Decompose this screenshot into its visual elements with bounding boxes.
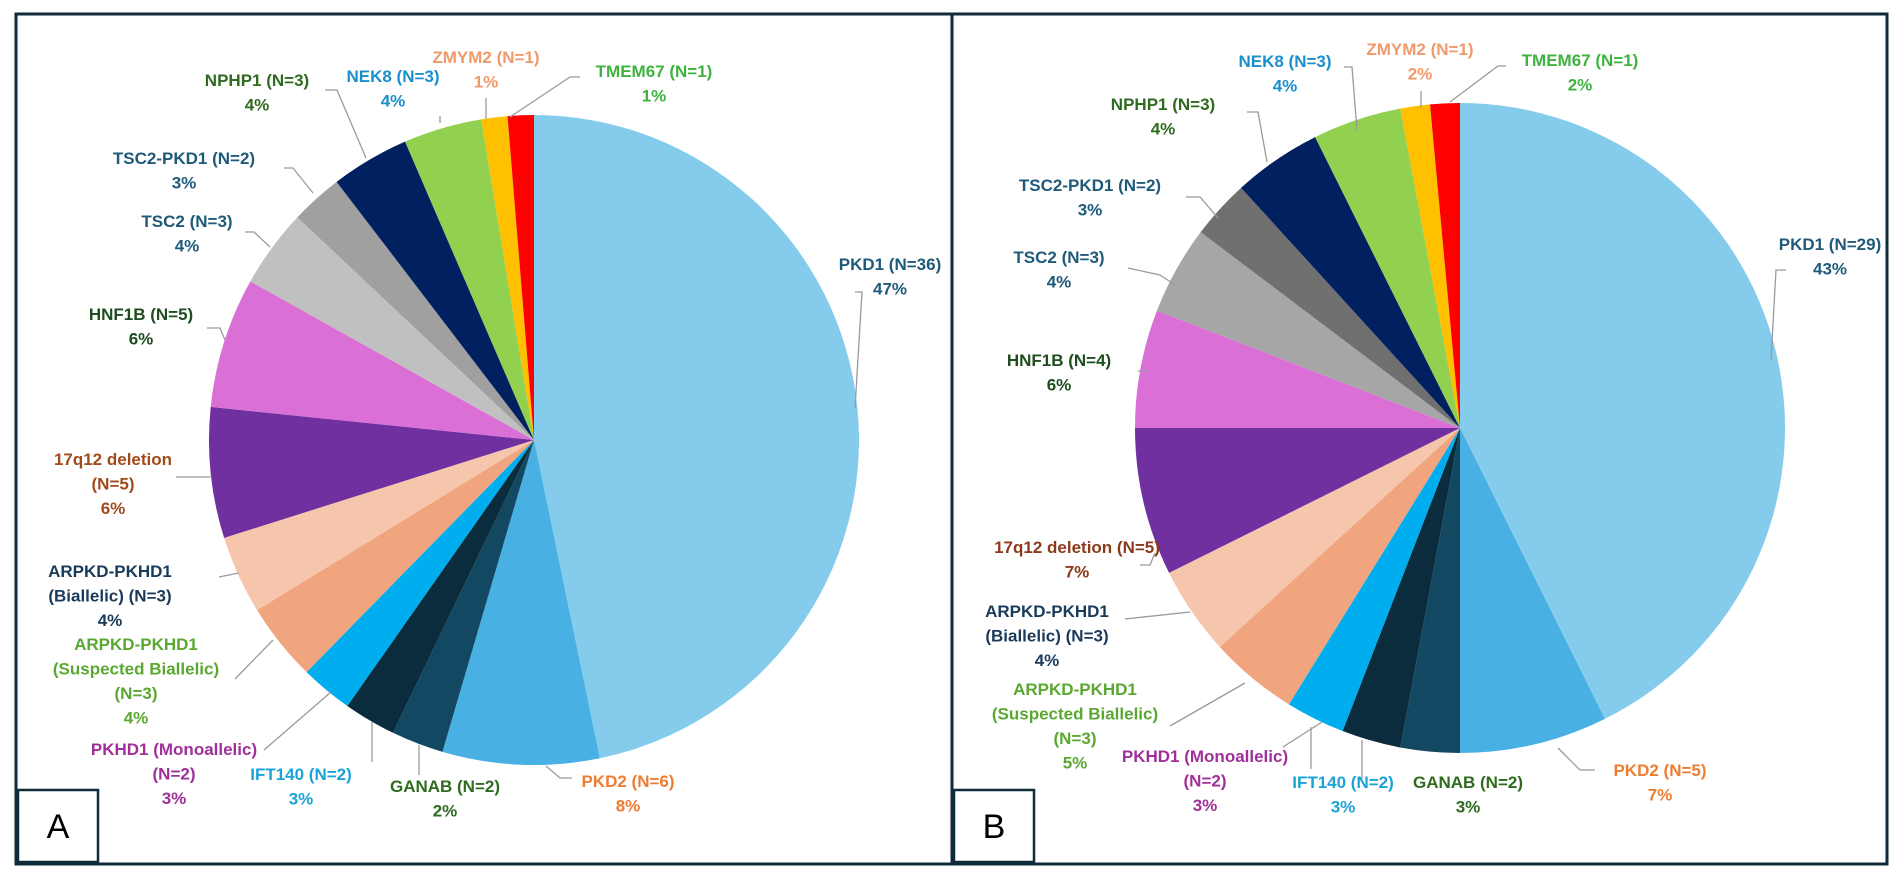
pie-slice-zmym2-n-1 xyxy=(1400,104,1460,428)
slice-label-ift140-n-2: IFT140 (N=2) 3% xyxy=(250,765,352,809)
leader-line-arpkd-pkhd1 xyxy=(1124,611,1191,620)
leader-line-pkd1-n-36 xyxy=(854,291,863,409)
pie-slice-ift140-n-2 xyxy=(347,440,534,733)
pie-slice-nek8-n-3 xyxy=(405,119,534,440)
leader-line-tsc2-pkd1-n-2 xyxy=(1186,196,1219,219)
panel-b-frame xyxy=(950,12,1889,866)
slice-label-pkd2-n-6: PKD2 (N=6) 8% xyxy=(581,772,674,816)
panel-a: PKD1 (N=36) 47% PKD2 (N=6) 8% GANAB (N=2) 2% I… xyxy=(14,12,954,866)
pie-slice-nek8-n-3 xyxy=(1315,108,1460,428)
leader-line-pkhd1-monoallelic xyxy=(263,691,332,751)
pie-slice-arpkd-pkhd1 xyxy=(257,440,534,673)
leader-line-nphp1-n-3 xyxy=(325,89,367,159)
slice-label-arpkd-pkhd1: ARPKD-PKHD1 (Suspected Biallelic) (N=3) 5% xyxy=(992,680,1158,773)
slice-label-zmym2-n-1: ZMYM2 (N=1) 1% xyxy=(432,48,539,92)
pie-slice-pkd1-n-29 xyxy=(1460,103,1785,719)
pie-slice-ganab-n-2 xyxy=(392,440,534,752)
pie-slice-pkd1-n-36 xyxy=(534,115,859,759)
leader-line-arpkd-pkhd1 xyxy=(1169,682,1246,727)
slice-label-ift140-n-2: IFT140 (N=2) 3% xyxy=(1292,773,1394,817)
pie-slice-pkhd1-monoallelic xyxy=(306,440,534,707)
pie-slice-tsc2-n-3 xyxy=(1156,232,1460,428)
slice-label-pkd1-n-36: PKD1 (N=36) 47% xyxy=(839,255,942,299)
panel-b-letter: B xyxy=(983,808,1006,846)
slice-label-pkd1-n-29: PKD1 (N=29) 43% xyxy=(1779,235,1882,279)
leader-line-arpkd-pkhd1 xyxy=(218,572,240,578)
pie-slice-tmem67-n-1 xyxy=(1430,103,1460,428)
slice-label-ganab-n-2: GANAB (N=2) 2% xyxy=(390,777,500,821)
pie-slice-pkd2-n-6 xyxy=(442,440,600,766)
pie-slice-arpkd-pkhd1 xyxy=(1169,428,1460,647)
slice-label-ganab-n-2: GANAB (N=2) 3% xyxy=(1413,773,1523,817)
pie-slice-tsc2-pkd1-n-2 xyxy=(1200,187,1460,428)
leader-line-17q12-deletion-n-5 xyxy=(1140,552,1156,566)
leader-line-pkhd1-monoallelic xyxy=(1282,721,1323,748)
slice-label-pkhd1-monoallelic: PKHD1 (Monoallelic) (N=2) 3% xyxy=(1122,747,1288,815)
slice-label-tsc2-pkd1-n-2: TSC2-PKD1 (N=2) 3% xyxy=(113,149,255,193)
panel-a-letter-box xyxy=(16,788,100,864)
panel-b: PKD1 (N=29) 43% PKD2 (N=5) 7% GANAB (N=2) 3% I… xyxy=(950,12,1889,866)
pie-slice-17q12-deletion xyxy=(209,406,534,538)
pie-b-slices xyxy=(1135,103,1785,753)
slice-label-nek8-n-3: NEK8 (N=3) 4% xyxy=(346,67,439,111)
leader-line-tmem67-n-1 xyxy=(1449,65,1506,103)
pie-slice-pkd2-n-5 xyxy=(1460,428,1605,753)
leader-line-pkd2-n-6 xyxy=(545,765,572,779)
pie-slice-ift140-n-2 xyxy=(1342,428,1460,748)
leader-line-pkd2-n-5 xyxy=(1557,747,1595,771)
pie-slice-ganab-n-2 xyxy=(1400,428,1460,753)
leader-line-arpkd-pkhd1 xyxy=(234,639,274,680)
leader-line-nek8-n-3 xyxy=(1344,66,1358,131)
slice-label-tsc2-pkd1-n-2: TSC2-PKD1 (N=2) 3% xyxy=(1019,176,1161,220)
leader-line-tmem67-n-1 xyxy=(509,76,580,118)
slice-label-nphp1-n-3: NPHP1 (N=3) 4% xyxy=(1111,95,1215,139)
panel-b-letter-box xyxy=(952,788,1036,864)
slice-label-tmem67-n-1: TMEM67 (N=1) 2% xyxy=(1522,51,1639,95)
pie-a-labels: PKD1 (N=36) 47% PKD2 (N=6) 8% GANAB (N=2) 2% I… xyxy=(48,48,941,821)
pie-slice-tsc2-n-3 xyxy=(250,217,535,440)
pie-slice-zmym2-n-1 xyxy=(481,116,534,440)
pie-slice-nphp1-n-3 xyxy=(1241,137,1460,428)
pie-slice-nphp1-n-3 xyxy=(336,141,534,440)
leader-line-nphp1-n-3 xyxy=(1247,111,1268,163)
pie-slice-hnf1b-n-5 xyxy=(210,281,534,440)
pie-b-labels: PKD1 (N=29) 43% PKD2 (N=5) 7% GANAB (N=2) 3% I… xyxy=(985,40,1881,817)
leader-line-tsc2-n-3 xyxy=(245,231,271,248)
pie-slice-tmem67-n-1 xyxy=(507,115,534,440)
slice-label-tsc2-n-3: TSC2 (N=3) 4% xyxy=(141,212,232,256)
slice-label-arpkd-pkhd1: ARPKD-PKHD1 (Suspected Biallelic) (N=3) 4% xyxy=(53,635,219,728)
slice-label-tmem67-n-1: TMEM67 (N=1) 1% xyxy=(596,62,713,106)
pie-slice-pkhd1-monoallelic xyxy=(1288,428,1460,732)
slice-label-nek8-n-3: NEK8 (N=3) 4% xyxy=(1238,52,1331,96)
pie-slice-arpkd-pkhd1 xyxy=(224,440,534,611)
pie-slice-arpkd-pkhd1 xyxy=(1219,428,1460,705)
leader-line-tsc2-pkd1-n-2 xyxy=(284,167,314,194)
pie-slice-17q12-deletion-n-5 xyxy=(1135,428,1460,573)
slice-label-pkhd1-monoallelic: PKHD1 (Monoallelic) (N=2) 3% xyxy=(91,740,257,808)
slice-label-arpkd-pkhd1: ARPKD-PKHD1 (Biallelic) (N=3) 4% xyxy=(985,602,1109,670)
slice-label-nphp1-n-3: NPHP1 (N=3) 4% xyxy=(205,71,309,115)
pie-b-leaders xyxy=(1124,65,1786,779)
slice-label-hnf1b-n-4: HNF1B (N=4) 6% xyxy=(1007,351,1111,395)
panel-a-letter: A xyxy=(47,808,70,846)
slice-label-zmym2-n-1: ZMYM2 (N=1) 2% xyxy=(1366,40,1473,84)
slice-label-17q12-deletion-n-5: 17q12 deletion (N=5) 7% xyxy=(994,538,1160,582)
pie-a-leaders xyxy=(176,76,863,779)
leader-line-pkd1-n-29 xyxy=(1770,269,1786,361)
pie-slice-hnf1b-n-4 xyxy=(1135,310,1460,428)
slice-label-hnf1b-n-5: HNF1B (N=5) 6% xyxy=(89,305,193,349)
leader-line-hnf1b-n-5 xyxy=(207,327,226,341)
slice-label-arpkd-pkhd1: ARPKD-PKHD1 (Biallelic) (N=3) 4% xyxy=(48,562,172,630)
pie-a-slices xyxy=(209,115,859,766)
slice-label-17q12-deletion: 17q12 deletion (N=5) 6% xyxy=(54,450,172,518)
slice-label-pkd2-n-5: PKD2 (N=5) 7% xyxy=(1613,761,1706,805)
slice-label-tsc2-n-3: TSC2 (N=3) 4% xyxy=(1013,248,1104,292)
pie-slice-tsc2-pkd1-n-2 xyxy=(297,181,534,440)
leader-line-tsc2-n-3 xyxy=(1127,267,1176,286)
